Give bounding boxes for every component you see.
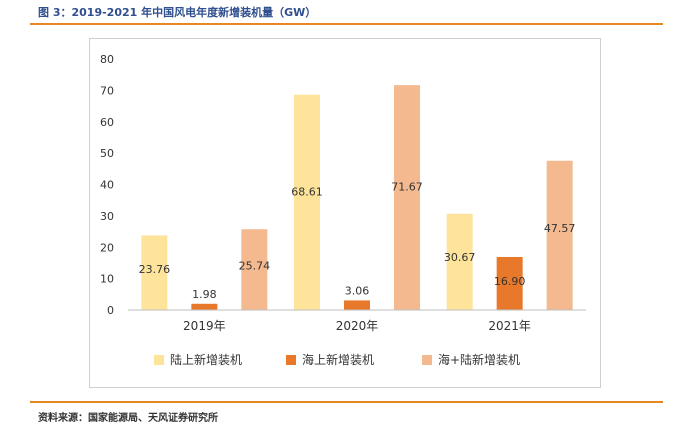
data-label: 68.61	[291, 186, 323, 199]
legend-swatch	[286, 355, 296, 365]
top-rule	[30, 23, 663, 25]
y-tick-label: 30	[100, 210, 114, 223]
bar-2021年-series-3	[546, 160, 573, 310]
data-label: 1.98	[192, 288, 217, 301]
legend-label: 陆上新增装机	[170, 352, 242, 367]
data-label: 23.76	[139, 263, 171, 276]
x-tick-label: 2019年	[183, 319, 226, 333]
data-label: 71.67	[391, 180, 423, 193]
bar-2021年-series-2	[496, 256, 523, 310]
bar-2020年-series-2	[344, 300, 370, 310]
bar-data-labels: 23.76 1.98 25.74 68.61 3.06 71.67 30.67 16.90 47…	[139, 180, 576, 300]
bar-chart: 0 10 20 30 40 50 60 70 80 23.76 1.98 25.74 68.61 3.0…	[100, 53, 586, 367]
bars	[141, 85, 573, 310]
legend-label: 海+陆新增装机	[438, 352, 520, 367]
x-tick-label: 2020年	[336, 319, 379, 333]
y-tick-label: 70	[100, 84, 114, 97]
chart-frame: 0 10 20 30 40 50 60 70 80 23.76 1.98 25.74 68.61 3.0…	[89, 38, 601, 388]
legend: 陆上新增装机 海上新增装机 海+陆新增装机	[154, 352, 520, 367]
data-label: 3.06	[345, 284, 370, 297]
data-label: 25.74	[239, 260, 270, 273]
data-label: 47.57	[544, 222, 576, 235]
x-tick-label: 2021年	[488, 319, 531, 333]
bar-2019年-series-1	[141, 235, 168, 310]
bar-2019年-series-2	[191, 303, 218, 310]
bar-2020年-series-3	[394, 85, 420, 310]
bar-2019年-series-3	[241, 229, 268, 310]
bottom-rule	[30, 401, 663, 403]
y-tick-label: 60	[100, 116, 114, 129]
y-tick-label: 20	[100, 241, 114, 254]
y-tick-label: 40	[100, 179, 114, 192]
source-note: 资料来源：国家能源局、天风证券研究所	[38, 413, 218, 424]
y-tick-label: 0	[107, 304, 114, 317]
legend-swatch	[422, 355, 432, 365]
data-label: 30.67	[444, 251, 476, 264]
legend-label: 海上新增装机	[302, 352, 374, 367]
y-tick-label: 50	[100, 147, 114, 160]
y-tick-label: 10	[100, 273, 114, 286]
data-label: 16.90	[494, 275, 525, 288]
y-gridlines	[128, 59, 586, 279]
x-axis-ticks: 2019年 2020年 2021年	[183, 319, 531, 333]
y-tick-label: 80	[100, 53, 114, 66]
figure-title: 图 3：2019-2021 年中国风电年度新增装机量（GW）	[38, 6, 317, 19]
y-axis-ticks: 0 10 20 30 40 50 60 70 80	[100, 53, 114, 317]
bar-2021年-series-1	[446, 213, 473, 310]
legend-swatch	[154, 355, 164, 365]
bar-2020年-series-1	[294, 94, 320, 310]
